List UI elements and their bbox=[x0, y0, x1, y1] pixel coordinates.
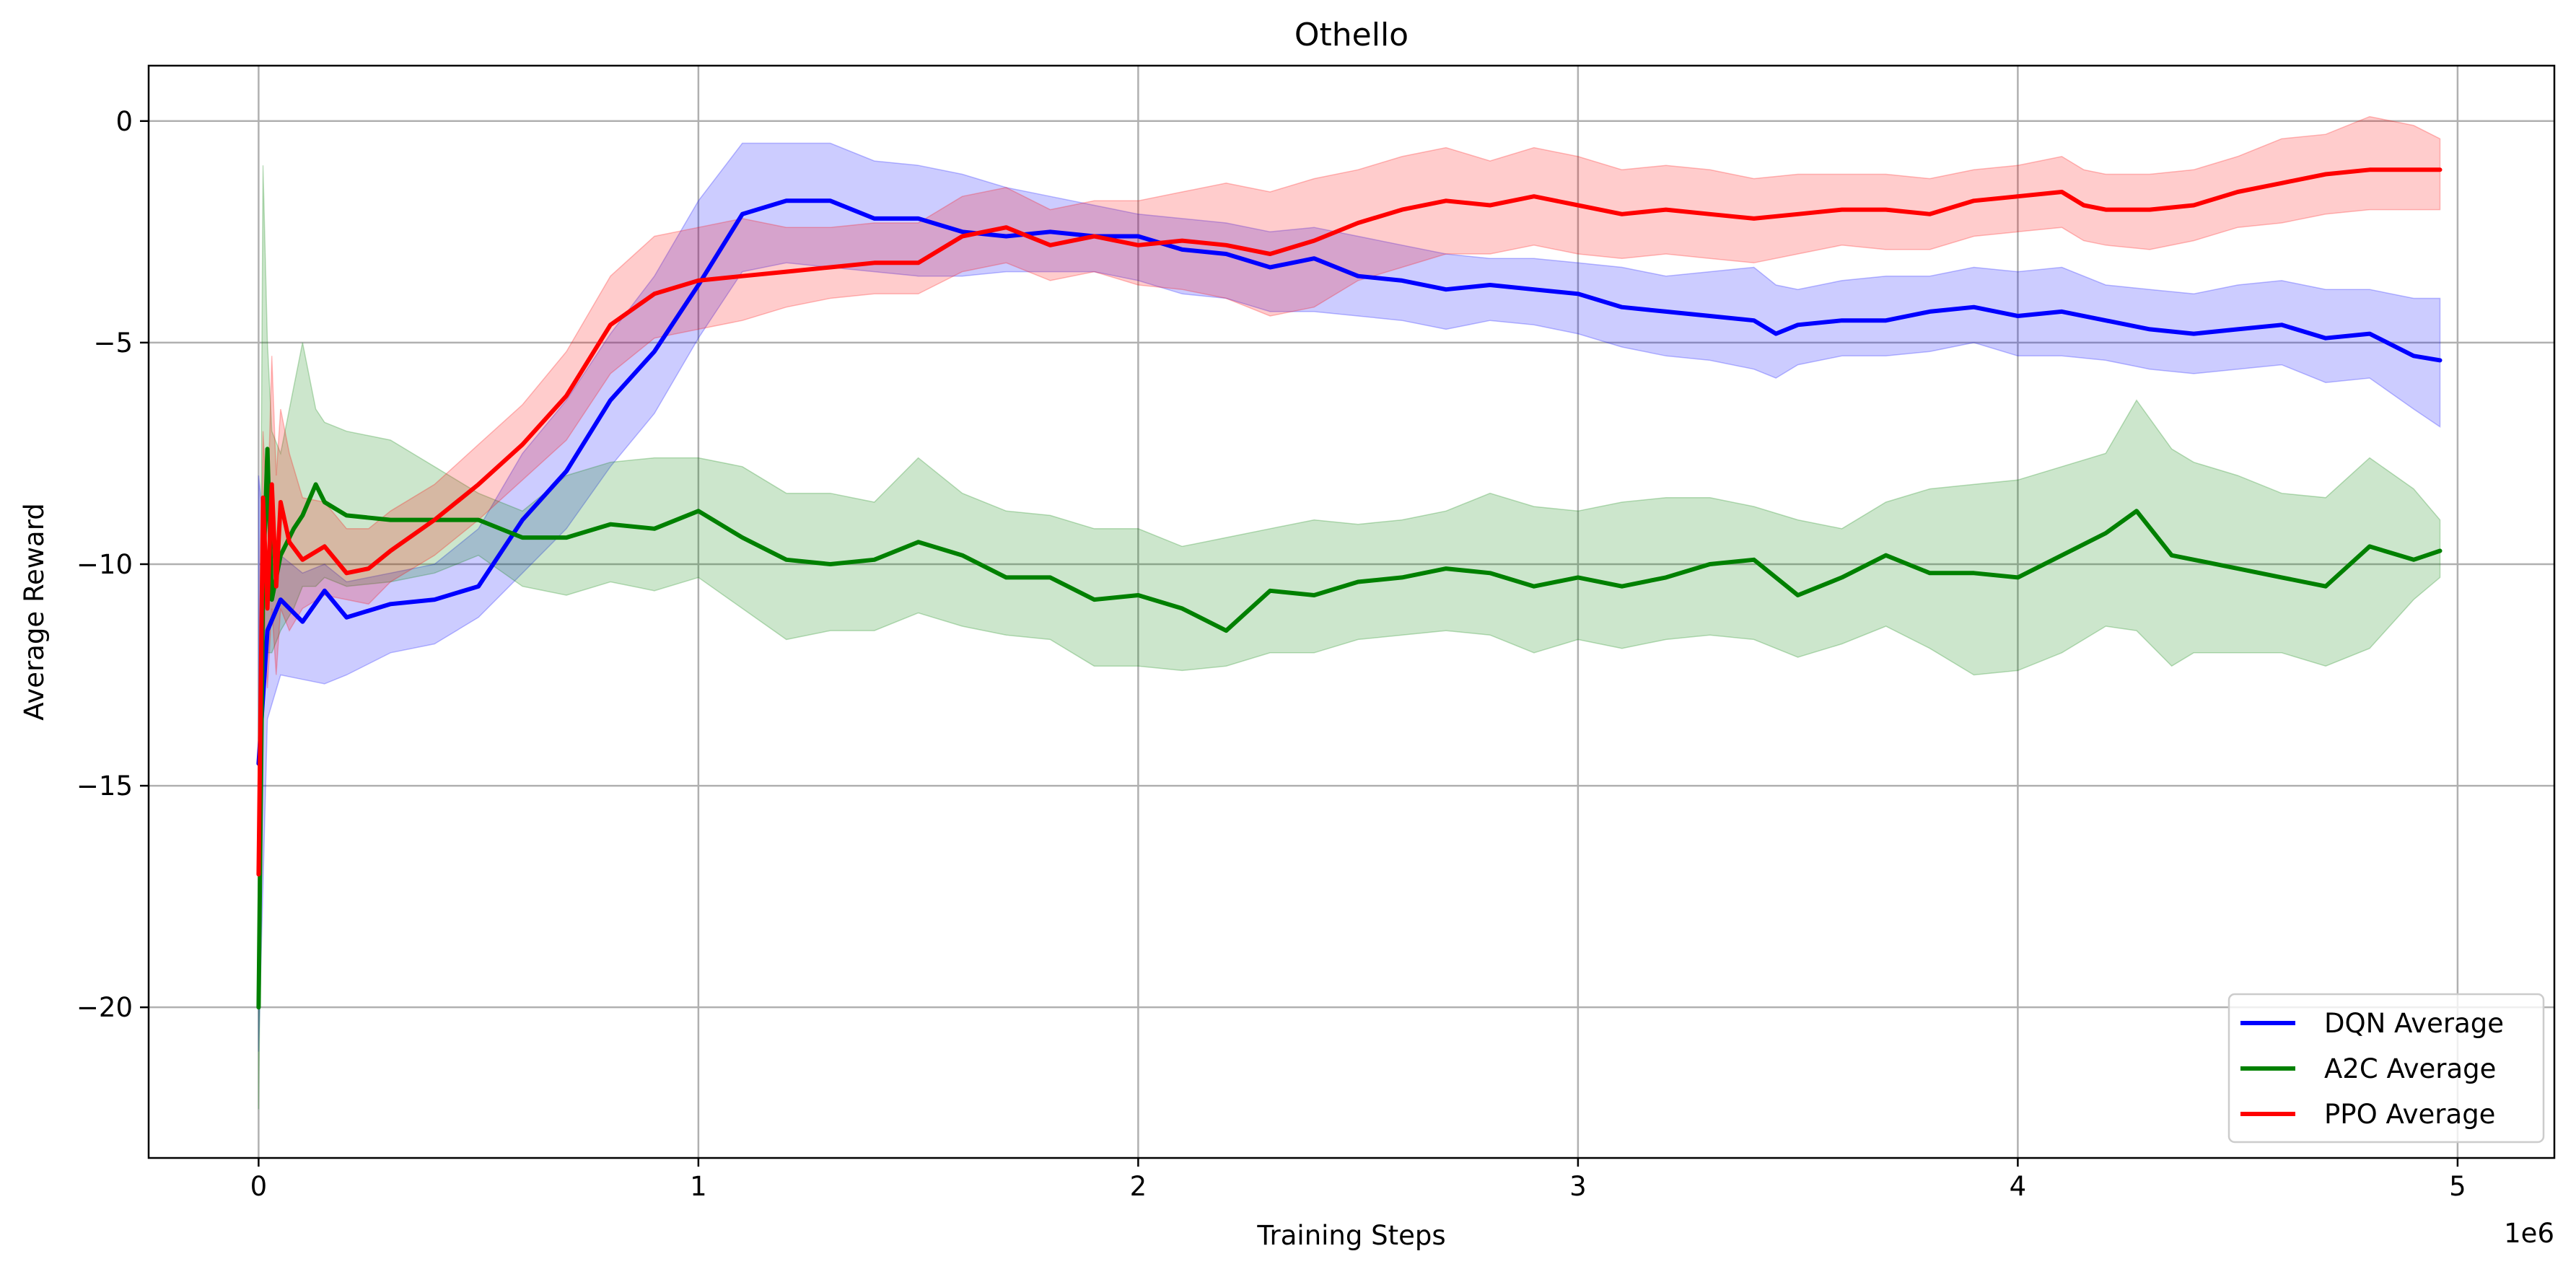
series-line bbox=[256, 447, 2443, 1010]
legend-label: A2C Average bbox=[2324, 1053, 2496, 1084]
legend-box bbox=[2227, 993, 2545, 1144]
x-axis-label: Training Steps bbox=[1256, 1220, 1445, 1251]
grid-lines bbox=[149, 66, 2554, 1158]
legend-label: PPO Average bbox=[2324, 1099, 2495, 1130]
series-line bbox=[256, 167, 2443, 877]
series-line bbox=[256, 198, 2443, 766]
legend: DQN Average A2C Average PPO Average bbox=[2227, 993, 2545, 1144]
y-tick-label: −5 bbox=[93, 328, 133, 359]
y-tick-label: 0 bbox=[115, 106, 133, 137]
chart-title: Othello bbox=[1294, 17, 1409, 53]
plot-frame bbox=[147, 64, 2556, 1159]
x-tick-label: 3 bbox=[1569, 1171, 1587, 1202]
confidence-band bbox=[258, 115, 2441, 963]
y-tick-label: −20 bbox=[76, 992, 133, 1023]
x-tick-label: 4 bbox=[2010, 1171, 2027, 1202]
confidence-bands bbox=[258, 115, 2441, 1110]
x-tick-label: 5 bbox=[2449, 1171, 2466, 1202]
x-tick-label: 2 bbox=[1130, 1171, 1147, 1202]
y-tick-label: −15 bbox=[76, 771, 133, 802]
y-axis-label: Average Reward bbox=[19, 503, 50, 721]
confidence-band bbox=[258, 142, 2441, 1052]
legend-label: DQN Average bbox=[2324, 1008, 2504, 1039]
y-tick-label: −10 bbox=[76, 549, 133, 580]
x-axis-offset-label: 1e6 bbox=[2504, 1218, 2554, 1249]
x-tick-label: 1 bbox=[690, 1171, 707, 1202]
series-lines bbox=[256, 167, 2443, 1010]
confidence-band bbox=[258, 165, 2441, 1110]
axis-ticks: 0 1 2 3 4 5 0 −5 −10 −15 −20 bbox=[76, 106, 2466, 1202]
x-tick-label: 0 bbox=[250, 1171, 268, 1202]
